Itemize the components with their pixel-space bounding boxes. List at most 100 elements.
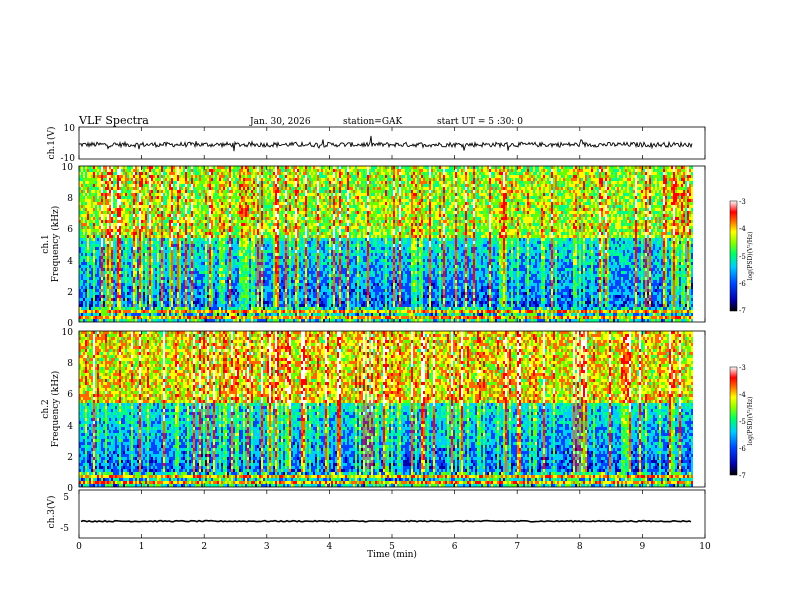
spectrogram-cell <box>97 217 99 220</box>
spectrogram-cell <box>95 274 97 277</box>
spectrogram-cell <box>133 259 135 262</box>
spectrogram-cell <box>113 268 115 271</box>
spectrogram-cell <box>133 283 135 286</box>
spectrogram-cell <box>81 199 83 202</box>
spectrogram-cell <box>83 217 85 220</box>
spectrogram-cell <box>109 181 111 184</box>
spectrogram-cell <box>131 166 133 169</box>
spectrogram-cell <box>115 232 117 235</box>
spectrogram-cell <box>87 226 89 229</box>
spectrogram-cell <box>87 247 89 250</box>
spectrogram-cell <box>107 181 109 184</box>
spectrogram-cell <box>107 301 109 304</box>
spectrogram-cell <box>113 166 115 169</box>
spectrogram-cell <box>89 235 91 238</box>
spectrogram-cell <box>127 250 129 253</box>
spectrogram-cell <box>95 271 97 274</box>
spectrogram-cell <box>97 271 99 274</box>
spectrogram-cell <box>101 184 103 187</box>
spectrogram-cell <box>103 247 105 250</box>
spectrogram-cell <box>81 172 83 175</box>
spectrogram-cell <box>135 268 137 271</box>
spectrogram-cell <box>101 313 103 316</box>
spectrogram-cell <box>89 262 91 265</box>
spectrogram-cell <box>99 175 101 178</box>
spectrogram-cell <box>109 283 111 286</box>
spectrogram-cell <box>105 280 107 283</box>
spectrogram-cell <box>127 229 129 232</box>
spectrogram-cell <box>105 292 107 295</box>
spectrogram-cell <box>95 304 97 307</box>
spectrogram-cell <box>99 259 101 262</box>
spectrogram-cell <box>95 244 97 247</box>
spectrogram-cell <box>135 178 137 181</box>
spectrogram-cell <box>121 262 123 265</box>
spectrogram-cell <box>85 277 87 280</box>
spectrogram-cell <box>117 202 119 205</box>
spectrogram-cell <box>127 166 129 169</box>
spectrogram-cell <box>113 223 115 226</box>
spectrogram-cell <box>105 259 107 262</box>
spectrogram-cell <box>133 244 135 247</box>
spectrogram-cell <box>115 283 117 286</box>
spectrogram-cell <box>101 190 103 193</box>
spectrogram-cell <box>119 217 121 220</box>
spectrogram-cell <box>89 196 91 199</box>
spectrogram-cell <box>83 196 85 199</box>
spectrogram-cell <box>111 313 113 316</box>
spectrogram-cell <box>95 211 97 214</box>
spectrogram-cell <box>119 250 121 253</box>
spectrogram-cell <box>107 226 109 229</box>
spectrogram-cell <box>83 301 85 304</box>
spectrogram-cell <box>119 268 121 271</box>
spectrogram-cell <box>91 307 93 310</box>
spectrogram-cell <box>93 184 95 187</box>
spectrogram-cell <box>115 223 117 226</box>
spectrogram-cell <box>123 211 125 214</box>
spectrogram-cell <box>127 274 129 277</box>
spectrogram-cell <box>99 304 101 307</box>
spectrogram-cell <box>109 265 111 268</box>
spectrogram-cell <box>101 214 103 217</box>
spectrogram-cell <box>87 244 89 247</box>
spectrogram-cell <box>105 310 107 313</box>
spectrogram-cell <box>107 259 109 262</box>
spectrogram-cell <box>83 223 85 226</box>
spectrogram-cell <box>123 238 125 241</box>
spectrogram-cell <box>131 295 133 298</box>
spectrogram-cell <box>123 256 125 259</box>
spectrogram-cell <box>101 229 103 232</box>
spectrogram-cell <box>123 190 125 193</box>
spectrogram-cell <box>131 256 133 259</box>
spectrogram-cell <box>105 187 107 190</box>
spectrogram-cell <box>93 190 95 193</box>
spectrogram-cell <box>97 223 99 226</box>
spectrogram-cell <box>111 274 113 277</box>
spectrogram-cell <box>99 262 101 265</box>
spectrogram-cell <box>91 208 93 211</box>
spectrogram-cell <box>109 232 111 235</box>
spectrogram-cell <box>135 292 137 295</box>
spectrogram-cell <box>91 304 93 307</box>
spectrogram-cell <box>99 181 101 184</box>
spectrogram-cell <box>123 247 125 250</box>
spectrogram-cell <box>105 184 107 187</box>
spectrogram-cell <box>95 283 97 286</box>
spectrogram-cell <box>95 172 97 175</box>
spectrogram-cell <box>99 313 101 316</box>
spectrogram-cell <box>93 217 95 220</box>
spectrogram-cell <box>109 196 111 199</box>
spectrogram-cell <box>109 277 111 280</box>
spectrogram-cell <box>123 232 125 235</box>
spectrogram-cell <box>117 250 119 253</box>
spectrogram-cell <box>81 226 83 229</box>
spectrogram-cell <box>119 172 121 175</box>
spectrogram-cell <box>97 226 99 229</box>
spectrogram-cell <box>97 175 99 178</box>
spectrogram-cell <box>117 253 119 256</box>
spectrogram-cell <box>83 244 85 247</box>
spectrogram-cell <box>123 196 125 199</box>
spectrogram-cell <box>109 271 111 274</box>
spectrogram-cell <box>107 178 109 181</box>
spectrogram-cell <box>93 226 95 229</box>
